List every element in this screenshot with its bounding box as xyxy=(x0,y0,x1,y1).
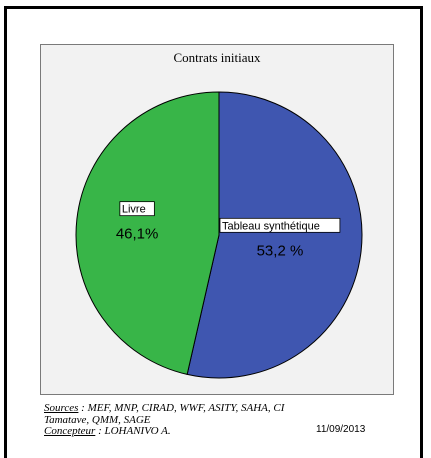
slice-label-box xyxy=(219,217,341,233)
designer-label: Concepteur xyxy=(44,425,96,437)
slice-label: Tableau synthétique xyxy=(222,220,320,232)
slice-value-label: 46,1% xyxy=(116,226,159,243)
sources-text: : MEF, MNP, CIRAD, WWF, ASITY, SAHA, CI xyxy=(78,402,285,414)
slice-value-label: 53,2 % xyxy=(257,242,304,259)
designer-line: Concepteur : LOHANIVO A. xyxy=(44,425,171,437)
sources-label: Sources xyxy=(44,402,79,414)
chart-title: Contrats initiaux xyxy=(173,50,261,65)
chart-panel: Contrats initiaux Tableau synthétique 53,… xyxy=(40,44,394,395)
sources-line-2: Tamatave, QMM, SAGE xyxy=(44,414,151,426)
pie-slice xyxy=(186,91,363,379)
sources-text-2: Tamatave, QMM, SAGE xyxy=(44,414,151,426)
designer-text: : LOHANIVO A. xyxy=(95,425,171,437)
pie-slice xyxy=(75,91,220,376)
pie-chart: Tableau synthétique 53,2 % Livre 46,1% xyxy=(75,91,363,379)
slice-label: Livre xyxy=(122,204,146,216)
date-text: 11/09/2013 xyxy=(316,424,366,435)
slice-label-box xyxy=(119,201,155,217)
document-frame xyxy=(4,6,423,458)
sources-line: Sources : MEF, MNP, CIRAD, WWF, ASITY, S… xyxy=(44,402,284,414)
